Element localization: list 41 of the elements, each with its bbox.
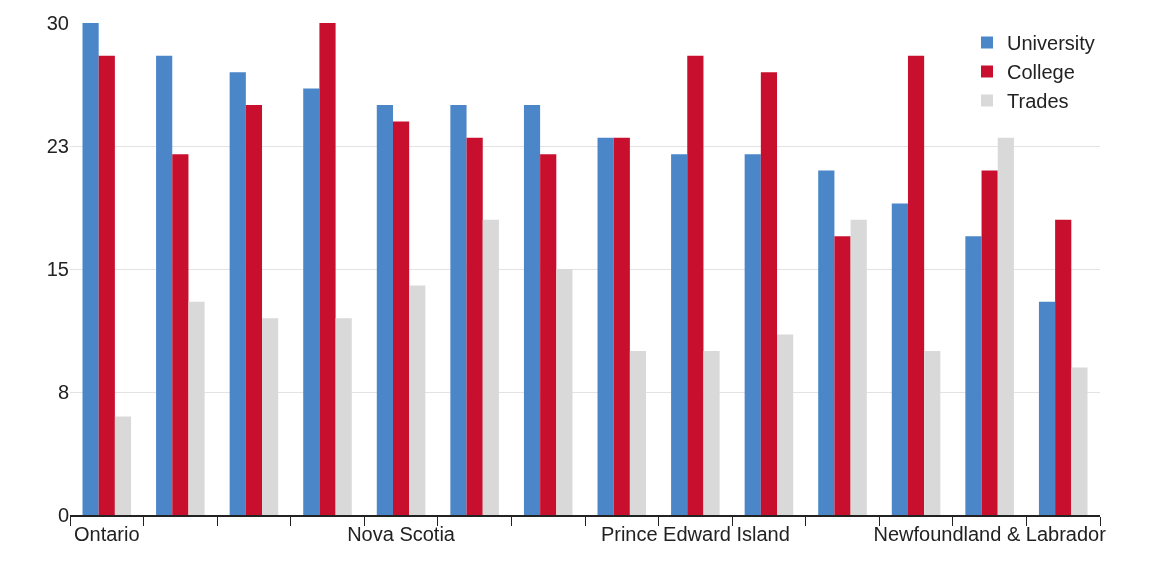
x-tick-label: Nova Scotia bbox=[347, 522, 456, 545]
bar bbox=[834, 236, 851, 515]
x-tick-label: Newfoundland & Labrador bbox=[873, 522, 1107, 545]
bar bbox=[303, 88, 320, 515]
bar bbox=[760, 72, 778, 515]
bar bbox=[319, 23, 336, 515]
y-tick-label: 23 bbox=[46, 135, 69, 157]
y-tick-label: 8 bbox=[57, 381, 69, 403]
bar bbox=[597, 137, 614, 515]
y-tick-label: 0 bbox=[57, 504, 69, 526]
bar bbox=[981, 170, 998, 515]
bar bbox=[613, 137, 630, 515]
bar bbox=[818, 170, 835, 515]
bar bbox=[671, 154, 688, 515]
x-tick-label: Ontario bbox=[73, 522, 140, 545]
bar bbox=[172, 154, 189, 515]
bar bbox=[450, 105, 467, 515]
bar bbox=[687, 55, 704, 515]
bar bbox=[114, 416, 132, 515]
legend-label: College bbox=[1007, 61, 1075, 84]
legend-label: Trades bbox=[1007, 90, 1069, 113]
bar bbox=[891, 203, 908, 515]
bar bbox=[523, 105, 541, 515]
bar bbox=[907, 55, 925, 515]
bar bbox=[466, 137, 483, 515]
bar bbox=[392, 121, 410, 515]
bar bbox=[1055, 219, 1072, 515]
y-tick-label: 15 bbox=[46, 258, 69, 280]
bar bbox=[540, 154, 557, 515]
x-tick-label: Prince Edward Island bbox=[600, 522, 790, 545]
y-tick-label: 30 bbox=[46, 12, 69, 34]
bar bbox=[98, 55, 115, 515]
bar bbox=[1038, 301, 1056, 515]
legend-label: University bbox=[1007, 32, 1095, 55]
bar bbox=[82, 23, 99, 515]
bar bbox=[229, 72, 246, 515]
bar bbox=[965, 236, 982, 515]
bar bbox=[376, 105, 393, 515]
bar bbox=[156, 55, 173, 515]
bar bbox=[245, 105, 263, 515]
bar bbox=[744, 154, 761, 515]
